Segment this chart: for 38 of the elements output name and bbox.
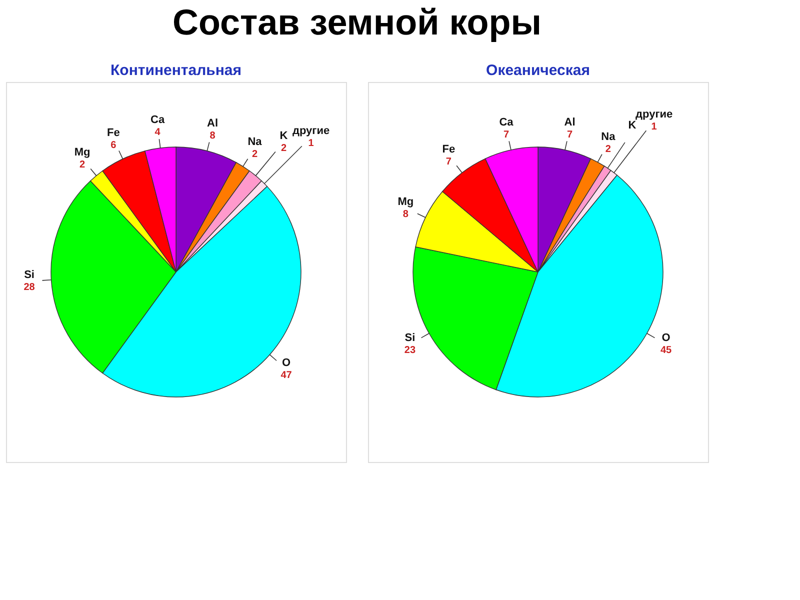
slice-label: Ca — [150, 114, 166, 126]
slice-label: Al — [564, 116, 576, 128]
slice-label: Na — [248, 136, 263, 148]
data-label: 2 — [252, 148, 258, 160]
slice-label: другие — [292, 124, 330, 137]
data-label: 7 — [566, 129, 573, 140]
slice-label: Al — [207, 118, 218, 130]
data-label: 45 — [660, 345, 672, 356]
slice-label: Na — [601, 130, 616, 143]
slice-label: Mg — [398, 196, 414, 208]
slice-label: другие — [636, 108, 673, 120]
slice-label: Fe — [106, 126, 120, 139]
slice-label: K — [628, 120, 636, 132]
slice-label: K — [280, 130, 288, 142]
data-label: 23 — [404, 345, 416, 356]
chart-subtitle: Континентальная — [110, 62, 242, 79]
data-label: 1 — [308, 138, 314, 149]
data-label: 1 — [651, 121, 658, 132]
data-label: 47 — [280, 370, 292, 382]
slice-label: Fe — [442, 143, 456, 156]
slice-label: Mg — [74, 146, 90, 159]
slice-label: Si — [24, 269, 34, 282]
slice-label: O — [282, 357, 291, 370]
slice-label: O — [662, 332, 671, 344]
slice-label: Si — [404, 332, 416, 344]
chart-title: Состав земной коры — [172, 2, 542, 42]
data-label: 28 — [24, 282, 36, 294]
data-label: 8 — [210, 130, 216, 142]
chart-subtitle: Океаническая — [486, 62, 590, 79]
data-label: 6 — [110, 140, 117, 151]
data-label: 7 — [503, 129, 510, 140]
data-label: 2 — [280, 142, 287, 154]
data-label: 4 — [154, 127, 161, 138]
data-label: 2 — [605, 144, 612, 155]
slice-label: Ca — [499, 116, 514, 128]
data-label: 8 — [402, 208, 409, 220]
data-label: 7 — [446, 156, 452, 168]
data-label: 2 — [80, 160, 86, 171]
